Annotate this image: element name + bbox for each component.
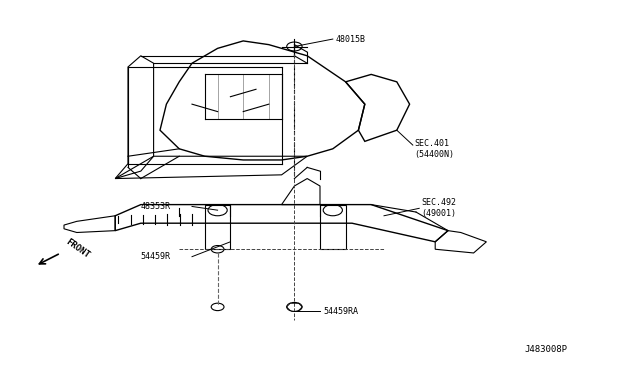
Text: 48015B: 48015B xyxy=(336,35,366,44)
Text: FRONT: FRONT xyxy=(64,238,91,260)
Text: SEC.401
(54400N): SEC.401 (54400N) xyxy=(415,139,455,159)
Text: J483008P: J483008P xyxy=(525,345,568,354)
Text: 54459R: 54459R xyxy=(141,252,171,261)
Text: SEC.492
(49001): SEC.492 (49001) xyxy=(421,198,456,218)
Text: 54459RA: 54459RA xyxy=(323,307,358,316)
Text: 48353R: 48353R xyxy=(141,202,171,211)
